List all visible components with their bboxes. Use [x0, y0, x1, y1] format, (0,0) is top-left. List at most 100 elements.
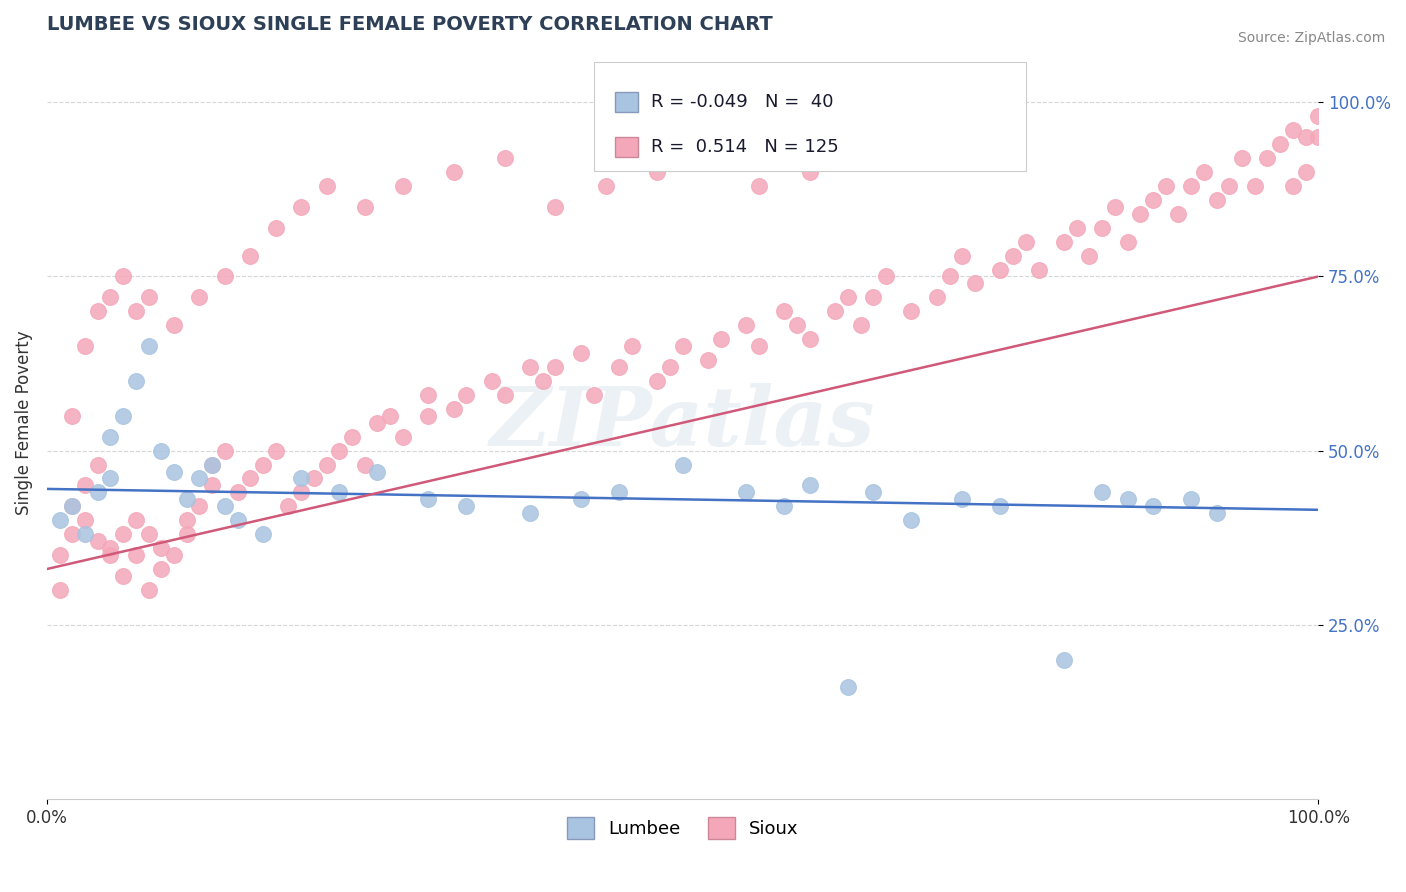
Y-axis label: Single Female Poverty: Single Female Poverty — [15, 330, 32, 515]
Point — [201, 458, 224, 472]
Point — [87, 458, 110, 472]
FancyBboxPatch shape — [616, 137, 638, 157]
Point — [392, 430, 415, 444]
Point — [862, 151, 884, 165]
Point — [1295, 165, 1317, 179]
Point — [163, 318, 186, 333]
Point — [138, 339, 160, 353]
Point — [1104, 200, 1126, 214]
FancyBboxPatch shape — [593, 62, 1026, 170]
Point — [950, 492, 973, 507]
Point — [48, 548, 70, 562]
Point — [201, 458, 224, 472]
Point — [837, 290, 859, 304]
Point — [418, 492, 440, 507]
Point — [900, 513, 922, 527]
Point — [1002, 249, 1025, 263]
Point — [188, 500, 211, 514]
Point — [138, 290, 160, 304]
Point — [748, 339, 770, 353]
Point — [366, 465, 388, 479]
Point — [620, 339, 643, 353]
Point — [87, 485, 110, 500]
Point — [163, 465, 186, 479]
Point — [73, 527, 96, 541]
Text: R =  0.514   N = 125: R = 0.514 N = 125 — [651, 137, 838, 156]
Point — [418, 409, 440, 423]
Point — [252, 527, 274, 541]
Point — [1066, 220, 1088, 235]
Point — [875, 269, 897, 284]
Point — [1078, 249, 1101, 263]
FancyBboxPatch shape — [616, 93, 638, 112]
Point — [645, 165, 668, 179]
Point — [456, 500, 478, 514]
Point — [748, 178, 770, 193]
Point — [481, 374, 503, 388]
Point — [112, 269, 135, 284]
Point — [1091, 485, 1114, 500]
Point — [1308, 109, 1330, 123]
Point — [201, 478, 224, 492]
Point — [87, 304, 110, 318]
Point — [112, 409, 135, 423]
Point — [214, 500, 236, 514]
Point — [328, 485, 350, 500]
Point — [1053, 235, 1076, 249]
Point — [1295, 130, 1317, 145]
Point — [125, 513, 148, 527]
Point — [214, 443, 236, 458]
Point — [340, 430, 363, 444]
Point — [1256, 151, 1278, 165]
Point — [188, 290, 211, 304]
Point — [1053, 652, 1076, 666]
Point — [125, 304, 148, 318]
Point — [138, 527, 160, 541]
Point — [1230, 151, 1253, 165]
Point — [531, 374, 554, 388]
Point — [862, 290, 884, 304]
Point — [1243, 178, 1265, 193]
Point — [697, 353, 720, 368]
Point — [925, 290, 948, 304]
Point — [1180, 178, 1202, 193]
Point — [519, 359, 541, 374]
Point — [1142, 500, 1164, 514]
Point — [1218, 178, 1240, 193]
Point — [176, 513, 198, 527]
Point — [150, 443, 173, 458]
Point — [112, 569, 135, 583]
Point — [328, 443, 350, 458]
Point — [1282, 123, 1305, 137]
Point — [100, 548, 122, 562]
Point — [290, 485, 312, 500]
Point — [100, 541, 122, 555]
Point — [963, 277, 986, 291]
Point — [290, 200, 312, 214]
Point — [214, 269, 236, 284]
Point — [100, 430, 122, 444]
Point — [48, 513, 70, 527]
Point — [392, 178, 415, 193]
Point — [735, 318, 758, 333]
Text: ZIPatlas: ZIPatlas — [489, 383, 876, 463]
Point — [239, 471, 262, 485]
Point — [456, 388, 478, 402]
Point — [315, 178, 337, 193]
Point — [849, 318, 872, 333]
Point — [1028, 262, 1050, 277]
Text: LUMBEE VS SIOUX SINGLE FEMALE POVERTY CORRELATION CHART: LUMBEE VS SIOUX SINGLE FEMALE POVERTY CO… — [46, 15, 773, 34]
Point — [176, 492, 198, 507]
Point — [87, 534, 110, 549]
Point — [378, 409, 401, 423]
Point — [264, 220, 287, 235]
Point — [799, 332, 821, 346]
Point — [443, 165, 465, 179]
Point — [277, 500, 299, 514]
Point — [900, 304, 922, 318]
Point — [607, 485, 630, 500]
Text: R = -0.049   N =  40: R = -0.049 N = 40 — [651, 93, 834, 112]
Point — [125, 374, 148, 388]
Point — [837, 681, 859, 695]
Point — [366, 416, 388, 430]
